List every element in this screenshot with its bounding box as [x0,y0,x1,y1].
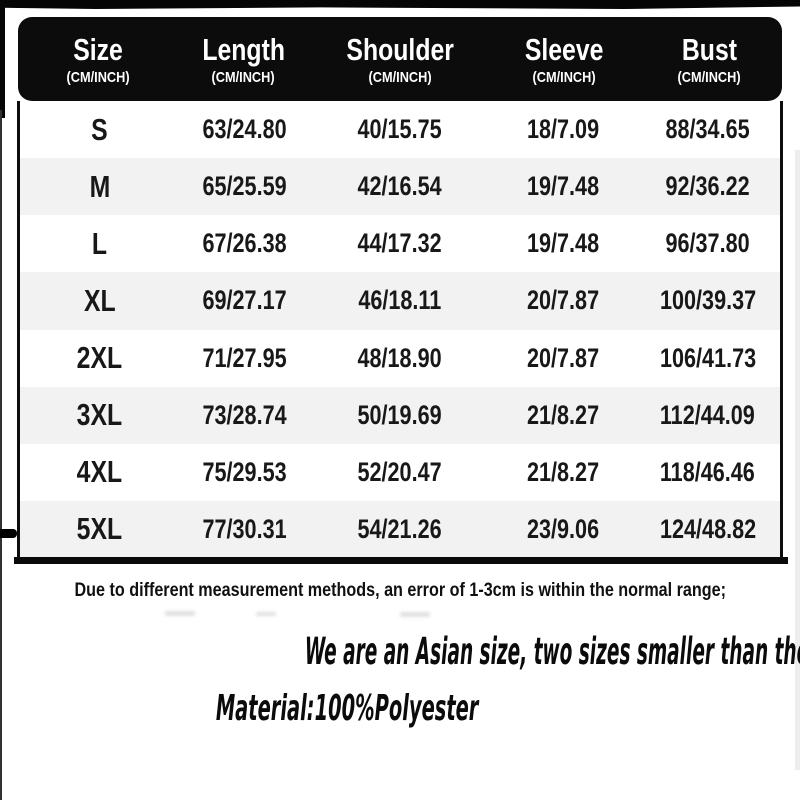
shoulder-value: 46/18.11 [358,285,442,316]
size-value: 3XL [77,397,123,433]
size-value: 4XL [77,454,123,490]
bust-value: 92/36.22 [665,171,750,202]
column-label: Sleeve [524,31,604,67]
column-header-length: Length (CM/INCH) [178,33,308,86]
shoulder-value: 44/17.32 [357,228,443,259]
sleeve-value: 20/7.87 [527,342,600,373]
length-value: 73/28.74 [202,399,287,430]
column-unit: (CM/INCH) [211,68,275,86]
column-header-bust: Bust (CM/INCH) [637,33,782,86]
torn-edge-top [0,0,800,9]
sleeve-value: 19/7.48 [527,228,600,259]
shoulder-value: 54/21.26 [357,513,443,544]
shoulder-value: 42/16.54 [357,171,443,202]
table-row-3xl: 3XL 73/28.74 50/19.69 21/8.27 112/44.09 [20,386,780,444]
print-smudge [165,611,195,616]
length-value: 67/26.38 [202,228,287,259]
length-value: 65/25.59 [202,171,287,202]
sleeve-value: 19/7.48 [527,171,600,202]
column-unit: (CM/INCH) [532,68,596,86]
column-label: Length [202,31,285,67]
length-value: 71/27.95 [202,342,287,373]
bust-value: 124/48.82 [659,513,756,544]
bust-value: 96/37.80 [665,228,750,259]
table-row-l: L 67/26.38 44/17.32 19/7.48 96/37.80 [20,215,780,272]
material-note: Material:100%Polyester [215,688,479,729]
sleeve-value: 23/9.06 [527,513,600,544]
sleeve-value: 18/7.09 [527,114,600,145]
shoulder-value: 48/18.90 [357,342,443,373]
table-bottom-border [14,557,788,564]
print-smudge [400,612,430,617]
column-unit: (CM/INCH) [677,68,741,86]
bust-value: 106/41.73 [659,342,756,373]
size-value: 2XL [77,340,123,376]
print-smudge [256,612,276,616]
column-header-sleeve: Sleeve (CM/INCH) [492,33,637,86]
table-row-m: M 65/25.59 42/16.54 19/7.48 92/36.22 [20,158,780,216]
sleeve-value: 21/8.27 [527,399,600,430]
column-label: Size [73,31,124,67]
shoulder-value: 52/20.47 [357,456,443,487]
column-label: Bust [681,31,737,67]
left-hairline [0,110,2,800]
size-value: S [91,111,109,147]
table-row-s: S 63/24.80 40/15.75 18/7.09 88/34.65 [20,101,780,158]
table-header: Size (CM/INCH) Length (CM/INCH) Shoulder… [18,17,782,101]
sleeve-value: 20/7.87 [527,285,600,316]
sleeve-value: 21/8.27 [527,456,600,487]
torn-edge-left-tick [0,529,17,538]
size-value: 5XL [77,511,123,547]
table-row-xl: XL 69/27.17 46/18.11 20/7.87 100/39.37 [20,272,780,330]
size-value: L [92,225,108,261]
bust-value: 100/39.37 [659,285,756,316]
torn-edge-left [0,0,5,118]
size-value: XL [83,282,116,318]
length-value: 77/30.31 [202,513,287,544]
table-row-5xl: 5XL 77/30.31 54/21.26 23/9.06 124/48.82 [20,500,780,558]
length-value: 75/29.53 [202,456,287,487]
length-value: 69/27.17 [202,285,287,316]
bust-value: 112/44.09 [660,399,756,430]
column-unit: (CM/INCH) [368,68,432,86]
column-header-size: Size (CM/INCH) [18,33,178,86]
column-label: Shoulder [346,31,454,67]
size-table-body: S 63/24.80 40/15.75 18/7.09 88/34.65 M 6… [17,101,783,558]
length-value: 63/24.80 [202,114,287,145]
right-edge-strip [795,150,800,770]
table-row-4xl: 4XL 75/29.53 52/20.47 21/8.27 118/46.46 [20,444,780,501]
shoulder-value: 50/19.69 [357,399,443,430]
column-unit: (CM/INCH) [66,68,130,86]
column-header-shoulder: Shoulder (CM/INCH) [308,33,491,86]
asian-size-note: We are an Asian size, two sizes smaller … [304,630,800,673]
shoulder-value: 40/15.75 [357,114,443,145]
measurement-note: Due to different measurement methods, an… [74,580,726,601]
bust-value: 88/34.65 [665,114,750,145]
size-value: M [89,168,111,204]
table-row-2xl: 2XL 71/27.95 48/18.90 20/7.87 106/41.73 [20,330,780,387]
bust-value: 118/46.46 [660,456,756,487]
